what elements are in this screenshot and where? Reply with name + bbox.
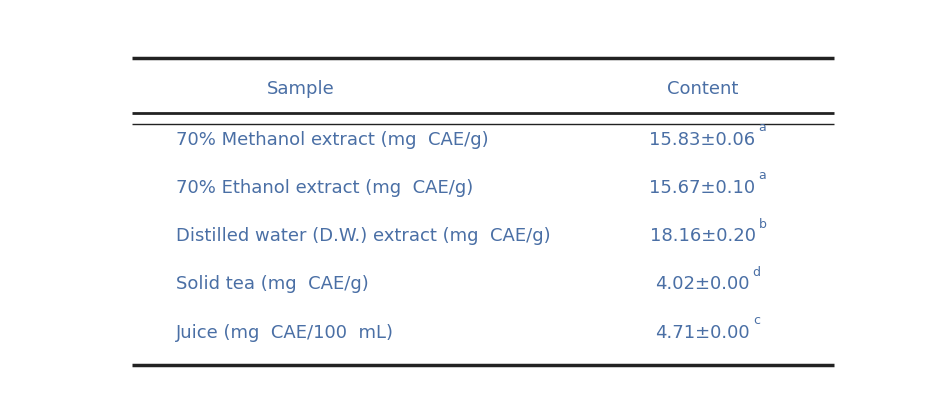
- Text: Content: Content: [667, 80, 738, 98]
- Text: 4.02±0.00: 4.02±0.00: [655, 276, 750, 294]
- Text: c: c: [753, 314, 760, 327]
- Text: 15.83±0.06: 15.83±0.06: [650, 131, 755, 149]
- Text: Distilled water (D.W.) extract (mg  CAE/g): Distilled water (D.W.) extract (mg CAE/g…: [176, 227, 551, 245]
- Text: a: a: [758, 169, 767, 182]
- Text: b: b: [758, 218, 767, 231]
- Text: 4.71±0.00: 4.71±0.00: [655, 324, 750, 342]
- Text: Solid tea (mg  CAE/g): Solid tea (mg CAE/g): [176, 276, 369, 294]
- Text: d: d: [753, 266, 761, 279]
- Text: 70% Methanol extract (mg  CAE/g): 70% Methanol extract (mg CAE/g): [176, 131, 489, 149]
- Text: 15.67±0.10: 15.67±0.10: [650, 179, 755, 197]
- Text: Juice (mg  CAE/100  mL): Juice (mg CAE/100 mL): [176, 324, 394, 342]
- Text: 18.16±0.20: 18.16±0.20: [650, 227, 755, 245]
- Text: Sample: Sample: [267, 80, 335, 98]
- Text: 70% Ethanol extract (mg  CAE/g): 70% Ethanol extract (mg CAE/g): [176, 179, 473, 197]
- Text: a: a: [758, 121, 767, 134]
